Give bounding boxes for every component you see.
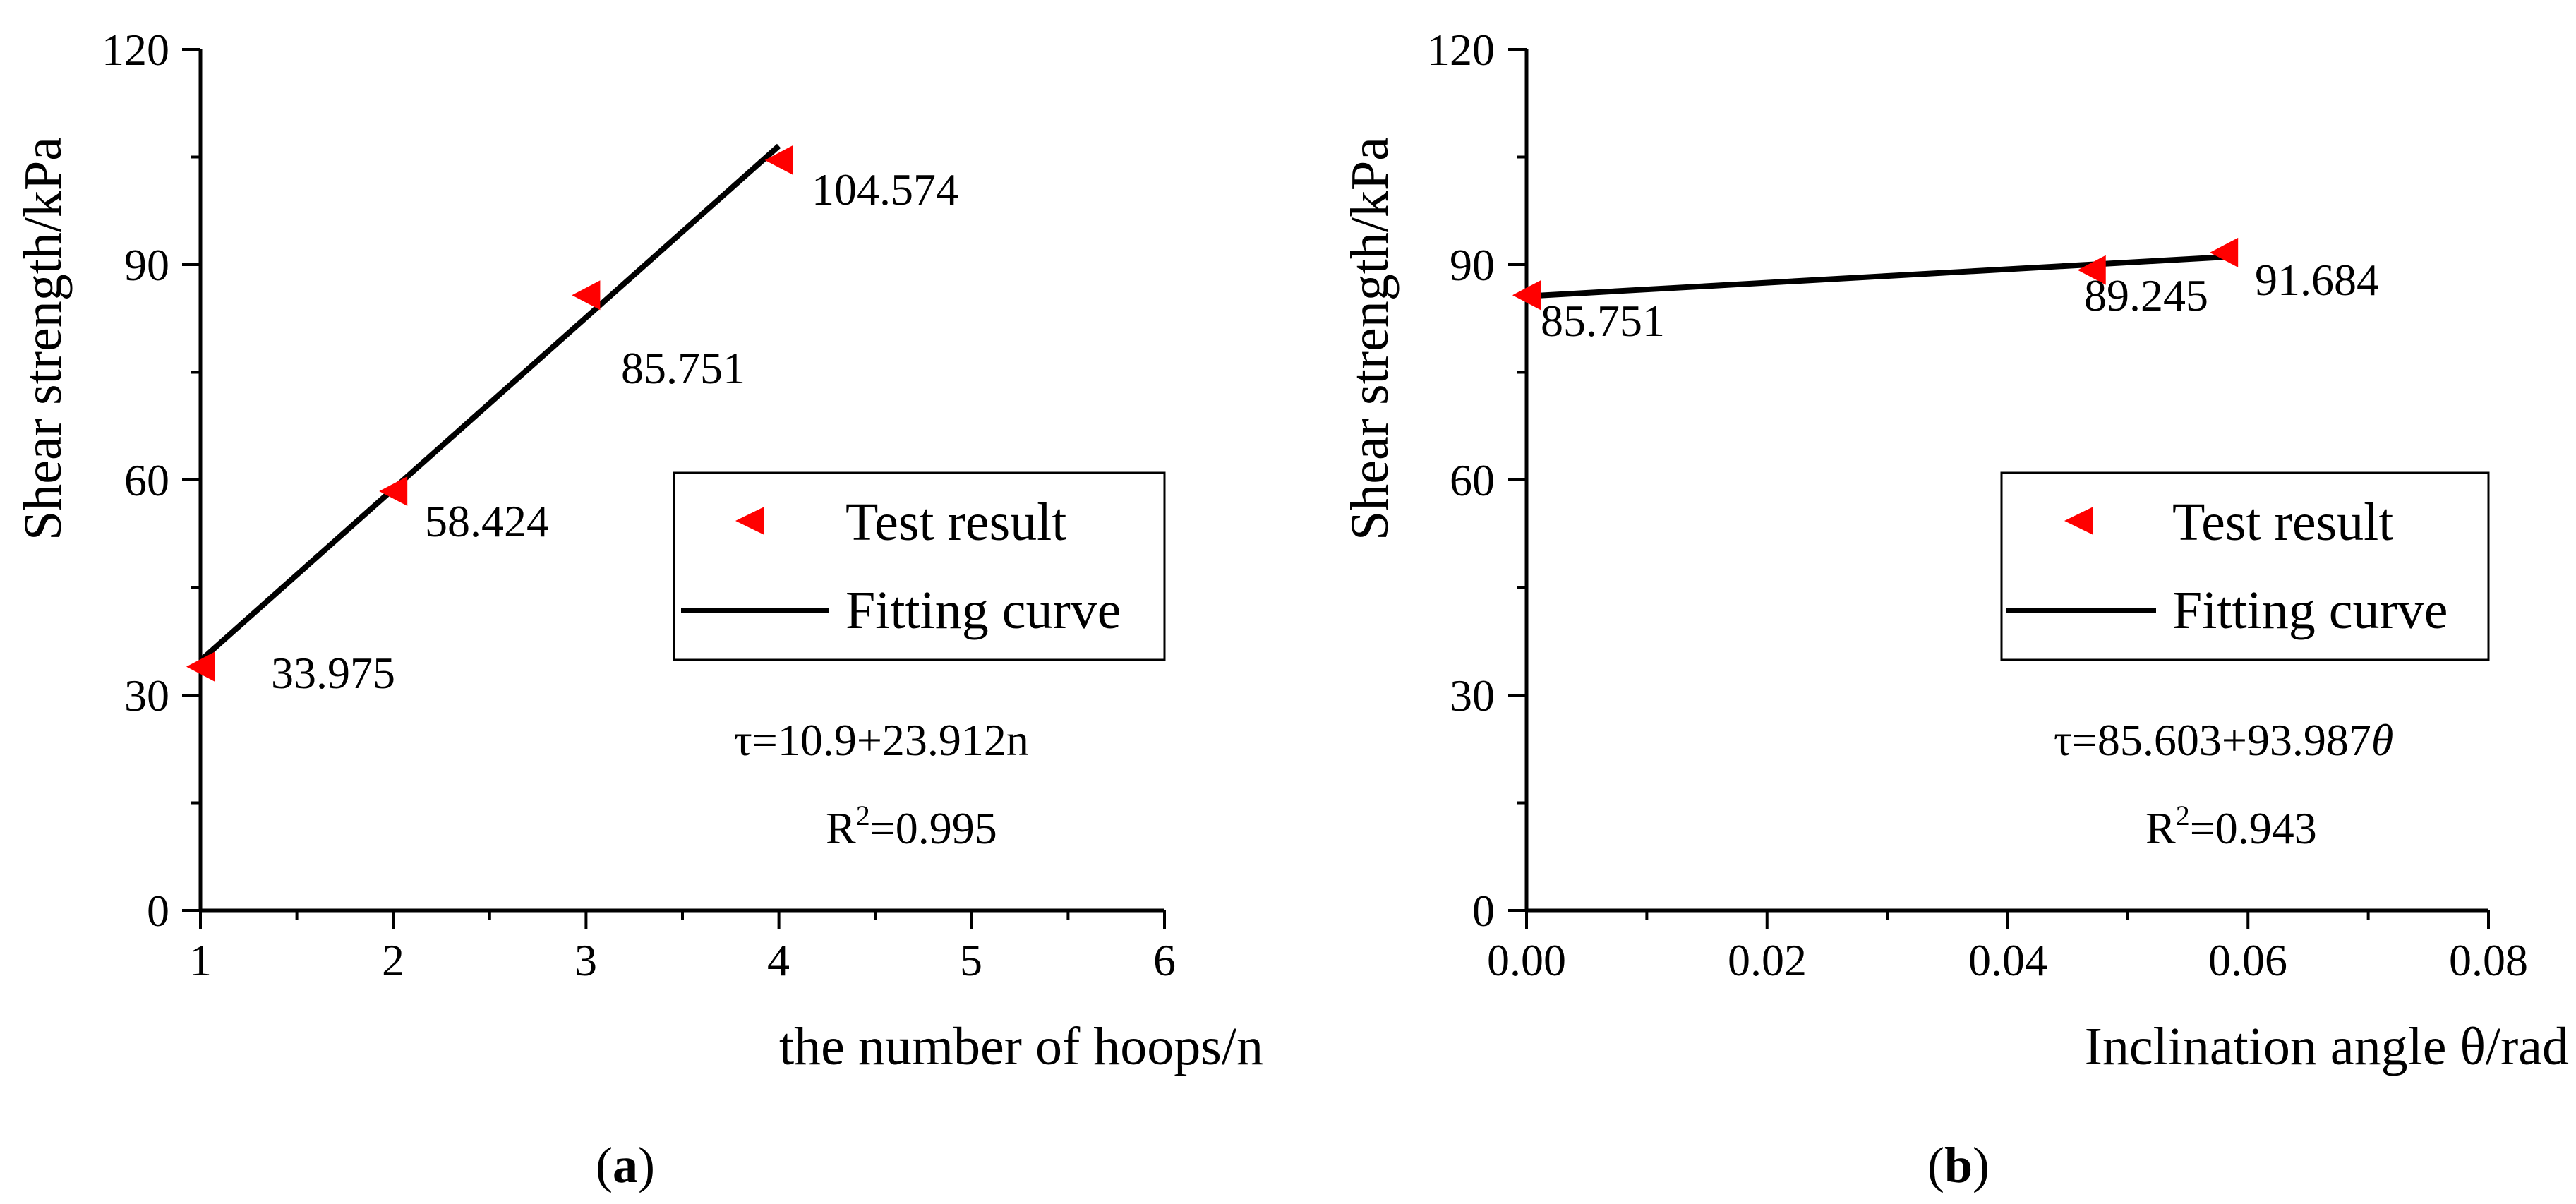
a-x-tick-label: 5 — [960, 935, 982, 985]
a-panel-label-open: ( — [596, 1137, 613, 1193]
b-panel-label-letter: b — [1944, 1137, 1973, 1193]
a-test-result-marker — [572, 280, 601, 311]
a-equation: τ=10.9+23.912n — [734, 715, 1029, 765]
b-y-tick-label: 0 — [1472, 886, 1495, 936]
b-legend-test-result: Test result — [2172, 493, 2393, 552]
b-legend: Test result Fitting curve — [2000, 471, 2490, 661]
a-data-label: 58.424 — [425, 496, 549, 546]
a-y-tick-labels: 0 30 60 90 120 — [102, 25, 169, 936]
a-data-label: 104.574 — [812, 164, 958, 215]
b-data-label: 89.245 — [2084, 270, 2208, 320]
a-equation-main: τ=10.9+23.912n — [734, 715, 1029, 765]
b-equation-main: τ=85.603+93.987 — [2054, 715, 2371, 765]
b-x-axis-title-text: Inclination angle θ/rad — [2085, 1017, 2569, 1076]
a-x-tick-label: 1 — [189, 935, 212, 985]
b-x-tick-label: 0.02 — [1728, 935, 1807, 985]
b-y-tick-label: 90 — [1450, 240, 1495, 290]
b-test-result-marker — [2210, 237, 2239, 267]
a-x-axis-title: the number of hoops/n — [779, 1017, 1263, 1076]
b-r-squared: R2=0.943 — [2145, 800, 2317, 853]
a-y-axis-title: Shear strength/kPa — [13, 137, 73, 541]
b-r-value: =0.943 — [2190, 803, 2317, 853]
a-data-label: 85.751 — [621, 343, 745, 393]
b-x-tick-label: 0.08 — [2449, 935, 2528, 985]
b-panel-label: (b) — [1927, 1137, 1990, 1193]
b-r-sup: 2 — [2176, 800, 2190, 831]
a-test-result-marker — [379, 476, 408, 507]
b-y-tick-label: 60 — [1450, 455, 1495, 505]
a-legend-fitting-curve: Fitting curve — [845, 581, 1121, 640]
a-legend-marker-swatch — [735, 507, 764, 535]
a-y-tick-label: 90 — [124, 240, 169, 290]
b-x-tick-label: 0.00 — [1487, 935, 1566, 985]
b-r-base: R — [2145, 803, 2176, 853]
a-legend-box — [673, 471, 1166, 661]
b-x-tick-label: 0.06 — [2208, 935, 2287, 985]
a-x-tick-label: 4 — [767, 935, 790, 985]
b-major-ticks — [1508, 48, 2490, 929]
b-panel-label-open: ( — [1927, 1137, 1944, 1193]
b-legend-fitting-curve: Fitting curve — [2172, 581, 2448, 640]
a-x-tick-label: 3 — [574, 935, 597, 985]
a-r-sup: 2 — [856, 800, 870, 831]
a-panel-label-close: ) — [638, 1137, 655, 1193]
b-data-label: 91.684 — [2255, 255, 2379, 305]
a-y-tick-label: 30 — [124, 670, 169, 721]
a-test-result-markers — [186, 145, 793, 682]
a-y-tick-label: 60 — [124, 455, 169, 505]
b-y-tick-label: 120 — [1427, 25, 1495, 75]
a-legend-test-result: Test result — [845, 493, 1066, 552]
b-y-axis-title: Shear strength/kPa — [1340, 137, 1400, 541]
b-fitting-curve-line — [1526, 254, 2225, 299]
a-x-tick-label: 2 — [382, 935, 404, 985]
b-x-tick-labels: 0.00 0.02 0.04 0.06 0.08 — [1487, 935, 2528, 985]
b-test-result-marker — [2077, 255, 2106, 285]
b-y-tick-labels: 0 30 60 90 120 — [1427, 25, 1495, 936]
a-r-squared: R2=0.995 — [826, 800, 997, 853]
a-panel-label: (a) — [596, 1137, 655, 1193]
a-legend: Test result Fitting curve — [673, 471, 1166, 661]
b-legend-box — [2000, 471, 2490, 661]
b-test-result-markers — [1512, 237, 2239, 311]
b-test-result-marker — [1512, 280, 1541, 311]
a-x-tick-label: 6 — [1153, 935, 1176, 985]
panel-a: 0 30 60 90 120 1 2 3 4 5 6 Shear strengt… — [13, 25, 1263, 1193]
a-y-tick-label: 120 — [102, 25, 169, 75]
b-x-axis-title: Inclination angle θ/rad — [2085, 1017, 2569, 1076]
b-equation-suffix: θ — [2371, 715, 2393, 765]
b-equation: τ=85.603+93.987θ — [2054, 715, 2393, 765]
a-x-tick-labels: 1 2 3 4 5 6 — [189, 935, 1176, 985]
a-r-base: R — [826, 803, 856, 853]
b-y-tick-label: 30 — [1450, 670, 1495, 721]
a-r-value: =0.995 — [870, 803, 997, 853]
a-data-label: 33.975 — [271, 648, 395, 698]
b-x-tick-label: 0.04 — [1968, 935, 2047, 985]
a-fitting-curve-line — [198, 143, 781, 663]
b-data-label: 85.751 — [1541, 296, 1665, 346]
a-test-result-marker — [186, 651, 215, 682]
b-panel-label-close: ) — [1973, 1137, 1990, 1193]
a-test-result-marker — [764, 145, 793, 175]
panel-b: 0 30 60 90 120 0.00 0.02 0.04 0.06 0.08 … — [1340, 25, 2569, 1193]
a-y-tick-label: 0 — [147, 886, 169, 936]
a-major-ticks — [182, 48, 1166, 929]
b-legend-marker-swatch — [2064, 507, 2093, 535]
a-panel-label-letter: a — [613, 1137, 638, 1193]
